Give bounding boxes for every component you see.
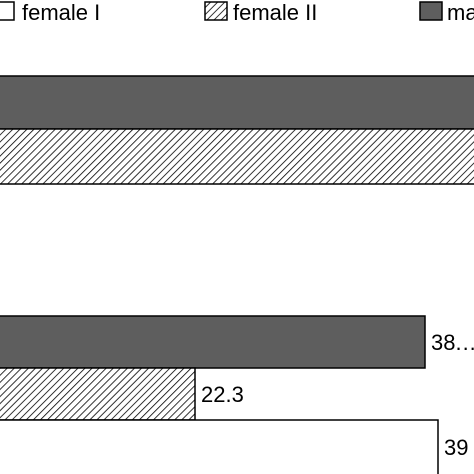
legend-swatch-female-ii <box>204 1 228 21</box>
legend-label-female-ii: female II <box>233 0 317 25</box>
bar-group-1 <box>0 75 474 185</box>
bar-group2-ma <box>0 315 426 369</box>
legend-swatch-female-i <box>0 1 15 21</box>
legend-item-female-ii: female II <box>204 0 317 25</box>
bar-group1-ma <box>0 75 474 130</box>
legend-swatch-ma <box>419 1 443 21</box>
bar-group2-female-ii <box>0 367 196 421</box>
value-label-female-i: 39 <box>444 435 468 460</box>
legend-item-female-i: female I <box>0 0 100 25</box>
legend-label-ma: ma <box>447 0 474 25</box>
value-label-ma: 38.… <box>431 330 474 355</box>
legend-label-female-i: female I <box>22 0 100 25</box>
legend-item-ma: ma <box>419 0 474 25</box>
value-label-female-ii: 22.3 <box>201 382 244 407</box>
bar-group1-female-ii <box>0 128 474 185</box>
legend: female I female II ma <box>0 0 474 25</box>
bar-group-2: 38.… 22.3 39 <box>0 315 474 474</box>
bar-group2-female-i <box>0 419 439 474</box>
